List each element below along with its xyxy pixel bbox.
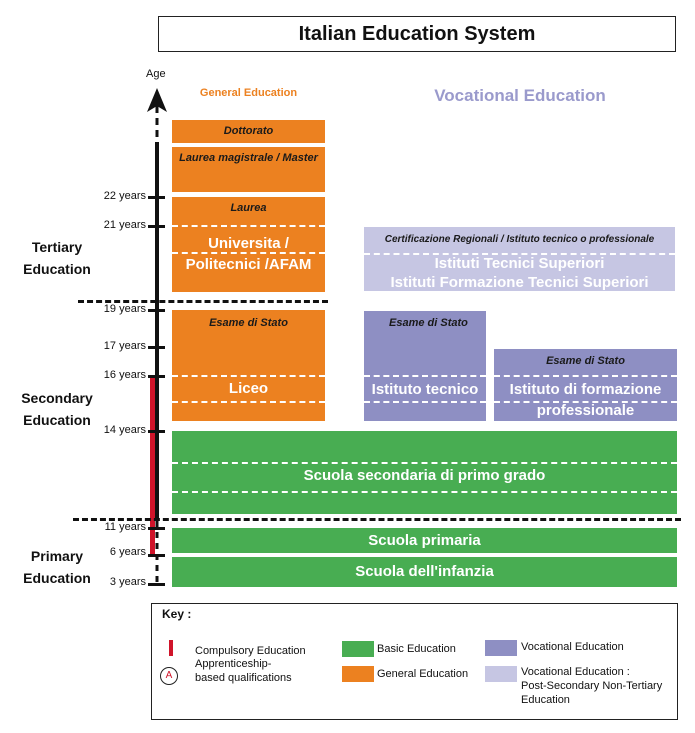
tick-16 [148,375,165,378]
section-secondary: Secondary Education [21,390,93,428]
post-secondary-swatch [485,666,517,682]
block-istituto-tecnico: Esame di Stato Istituto tecnico [364,311,486,421]
tick-label: 14 years [103,424,146,436]
block-label: Dottorato [223,125,274,137]
general-swatch [342,666,374,682]
block-label: professionale [536,402,635,419]
tick-label: 17 years [103,340,146,352]
primary-divider [73,518,681,521]
tick-6 [148,554,165,557]
age-axis [147,88,167,584]
block-label: Istituti Tecnici Superiori [434,255,605,272]
tick-label: 11 years [104,521,146,533]
block-istituto-formazione: Esame di Stato Istituto di formazione pr… [494,349,677,421]
legend-label: Basic Education [377,643,456,655]
legend-label: General Education [377,668,469,680]
tick-label: 3 years [109,576,146,588]
compulsory-swatch [169,640,173,656]
apprenticeship-icon: A [160,667,178,685]
legend-label: Compulsory Education [195,645,306,657]
legend-label: based qualifications [195,672,292,684]
basic-swatch [342,641,374,657]
section-primary: Primary Education [23,548,91,586]
block-primaria: Scuola primaria [172,528,677,553]
block-label: Laurea [230,202,267,214]
legend-label: Education [521,694,570,706]
axis-label: Age [146,68,166,80]
tick-label: 6 years [109,546,146,558]
tick-19 [148,309,165,312]
block-liceo: Esame di Stato Liceo [172,310,325,421]
legend-title: Key : [162,607,192,621]
block-label: Liceo [228,380,269,397]
block-infanzia: Scuola dell'infanzia [172,557,677,587]
block-label: Politecnici /AFAM [185,256,312,273]
compulsory-education-bar [150,376,155,555]
vocational-swatch [485,640,517,656]
block-label: Esame di Stato [209,317,288,329]
block-label: Universita / [208,235,289,252]
block-label: Scuola secondaria di primo grado [303,467,546,484]
tick-label: 16 years [103,369,146,381]
legend-label: Vocational Education [521,641,624,653]
legend-label: Apprenticeship- [195,658,272,670]
block-label: Scuola dell'infanzia [355,563,494,580]
header-general: General Education [199,87,298,99]
tick-label: 19 years [103,303,146,315]
block-label: Certificazione Regionali / Istituto tecn… [384,234,655,245]
tick-17 [148,346,165,349]
tick-14 [148,430,165,433]
block-label: Scuola primaria [368,532,481,549]
block-post-secondary: Certificazione Regionali / Istituto tecn… [364,227,675,291]
block-label: Laurea magistrale / Master [179,152,318,164]
block-label: Esame di Stato [389,317,468,329]
axis-arrow-icon [147,88,167,112]
legend-label: Vocational Education : [521,666,630,678]
block-secondaria: Scuola secondaria di primo grado [172,431,677,514]
tick-11 [148,527,165,530]
section-tertiary: Tertiary Education [23,239,91,277]
block-laurea-magistrale: Laurea magistrale / Master [172,147,325,192]
header-vocational: Vocational Education [434,86,606,105]
block-label: Esame di Stato [546,355,625,367]
block-label: Istituto di formazione [509,381,662,398]
block-label: Istituto tecnico [371,381,479,398]
legend-label: Post-Secondary Non-Tertiary [521,680,663,692]
diagram-title: Italian Education System [158,16,676,52]
legend: Key : Compulsory Education A Apprentices… [151,603,678,720]
tertiary-divider [78,300,328,303]
tick-22 [148,196,165,199]
block-laurea: Laurea Universita / Politecnici /AFAM [172,197,325,292]
tick-3 [148,583,165,586]
tick-label: 21 years [103,219,146,231]
tick-label: 22 years [103,190,146,202]
tick-21 [148,225,165,228]
block-label: Istituti Formazione Tecnici Superiori [390,274,649,291]
block-dottorato: Dottorato [172,120,325,143]
